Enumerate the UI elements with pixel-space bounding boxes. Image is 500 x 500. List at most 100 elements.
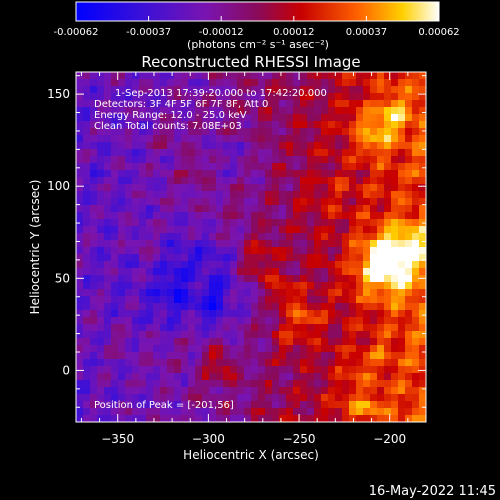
heatmap-cell [160, 72, 168, 80]
heatmap-cell [377, 415, 385, 422]
heatmap-cell [244, 352, 252, 360]
heatmap-cell [328, 240, 336, 248]
heatmap-cell [90, 380, 98, 388]
heatmap-cell [328, 289, 336, 297]
heatmap-cell [370, 156, 378, 164]
heatmap-cell [174, 128, 182, 136]
heatmap-cell [405, 303, 413, 311]
heatmap-cell [300, 296, 308, 304]
heatmap-cell [398, 268, 406, 276]
heatmap-cell [223, 142, 231, 150]
heatmap-cell [342, 324, 350, 332]
heatmap-cell [307, 331, 315, 339]
heatmap-cell [370, 261, 378, 269]
heatmap-cell [412, 303, 420, 311]
heatmap-cell [188, 149, 196, 157]
annotation-line: 1-Sep-2013 17:39:20.000 to 17:42:20.000 [115, 88, 327, 99]
heatmap-cell [349, 177, 357, 185]
heatmap-cell [272, 345, 280, 353]
heatmap-cell [209, 408, 217, 416]
heatmap-cell [349, 100, 357, 108]
heatmap-cell [363, 380, 371, 388]
heatmap-cell [97, 254, 105, 262]
heatmap-cell [265, 191, 273, 199]
heatmap-cell [314, 317, 322, 325]
heatmap-cell [76, 149, 84, 157]
heatmap-cell [76, 387, 84, 395]
heatmap-cell [244, 184, 252, 192]
heatmap-cell [202, 261, 210, 269]
heatmap-cell [293, 254, 301, 262]
heatmap-cell [195, 387, 203, 395]
heatmap-cell [244, 107, 252, 115]
heatmap-cell [286, 261, 294, 269]
heatmap-cell [174, 415, 182, 422]
heatmap-cell [111, 289, 119, 297]
heatmap-cell [370, 366, 378, 374]
heatmap-cell [244, 191, 252, 199]
heatmap-cell [342, 338, 350, 346]
heatmap-cell [188, 317, 196, 325]
heatmap-cell [146, 289, 154, 297]
heatmap-cell [377, 352, 385, 360]
heatmap-cell [181, 254, 189, 262]
heatmap-cell [139, 359, 147, 367]
heatmap-cell [237, 310, 245, 318]
heatmap-cell [314, 359, 322, 367]
heatmap-cell [230, 163, 238, 171]
heatmap-cell [132, 324, 140, 332]
heatmap-cell [412, 254, 420, 262]
heatmap-cell [83, 79, 91, 87]
heatmap-cell [300, 177, 308, 185]
heatmap-cell [265, 310, 273, 318]
heatmap-cell [258, 261, 266, 269]
heatmap-cell [412, 373, 420, 381]
heatmap-cell [181, 226, 189, 234]
heatmap-cell [202, 121, 210, 129]
heatmap-cell [314, 149, 322, 157]
heatmap-cell [174, 142, 182, 150]
heatmap-cell [167, 352, 175, 360]
heatmap-cell [118, 100, 126, 108]
heatmap-cell [307, 79, 315, 87]
heatmap-cell [195, 191, 203, 199]
heatmap-cell [258, 100, 266, 108]
heatmap-cell [216, 324, 224, 332]
heatmap-cell [321, 198, 329, 206]
heatmap-cell [342, 310, 350, 318]
heatmap-cell [76, 79, 84, 87]
heatmap-cell [300, 121, 308, 129]
heatmap-cell [125, 86, 133, 94]
heatmap-cell [104, 275, 112, 283]
heatmap-cell [377, 338, 385, 346]
heatmap-cell [370, 282, 378, 290]
heatmap-cell [174, 86, 182, 94]
heatmap-cell [132, 366, 140, 374]
heatmap-cell [97, 128, 105, 136]
heatmap-cell [328, 310, 336, 318]
heatmap-cell [300, 170, 308, 178]
heatmap-cell [412, 359, 420, 367]
heatmap-cell [412, 107, 420, 115]
heatmap-cell [377, 247, 385, 255]
heatmap-cell [377, 380, 385, 388]
heatmap-cell [132, 184, 140, 192]
heatmap-cell [97, 219, 105, 227]
heatmap-cell [216, 86, 224, 94]
heatmap-cell [391, 170, 399, 178]
heatmap-cell [160, 408, 168, 416]
heatmap-cell [104, 387, 112, 395]
heatmap-cell [195, 170, 203, 178]
heatmap-cell [195, 275, 203, 283]
heatmap-cell [321, 373, 329, 381]
heatmap-cell [104, 303, 112, 311]
heatmap-cell [90, 135, 98, 143]
heatmap-cell [160, 205, 168, 213]
heatmap-cell [328, 219, 336, 227]
heatmap-cell [244, 324, 252, 332]
heatmap-cell [265, 233, 273, 241]
heatmap-cell [167, 240, 175, 248]
heatmap-cell [293, 170, 301, 178]
heatmap-cell [356, 394, 364, 402]
heatmap-cell [377, 219, 385, 227]
